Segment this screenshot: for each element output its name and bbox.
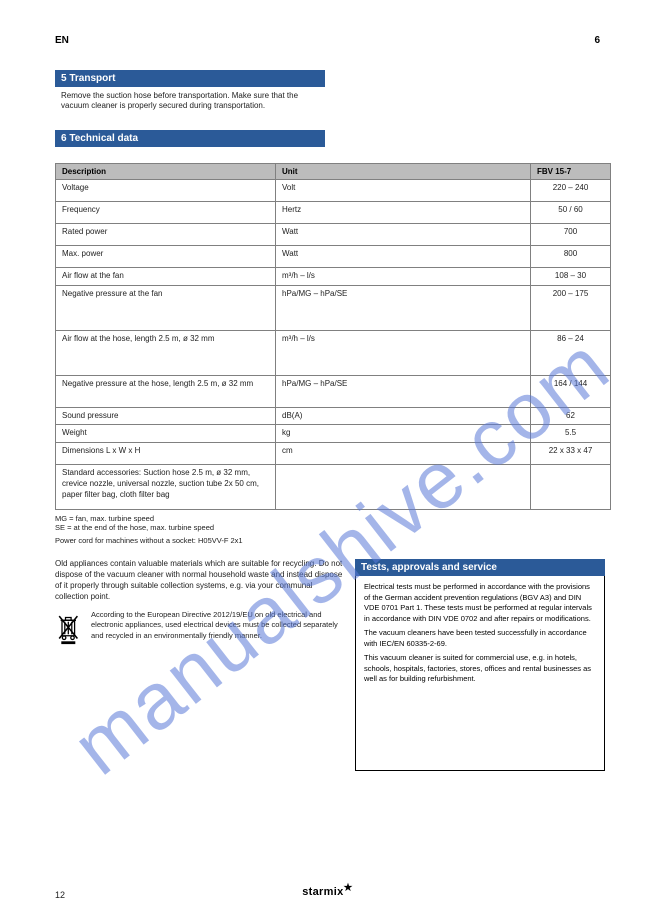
cell-description: Sound pressure	[56, 407, 276, 425]
weee-text: According to the European Directive 2012…	[91, 610, 345, 640]
page-content: EN 6 5 Transport Remove the suction hose…	[0, 0, 655, 771]
cell-value: 5.5	[531, 425, 611, 443]
page-number-bottom: 12	[55, 890, 65, 900]
cell-value: 86 – 24	[531, 330, 611, 375]
bottom-area: Old appliances contain valuable material…	[55, 559, 605, 771]
header-description: Description	[56, 163, 276, 179]
brand-logo: starmix★	[302, 886, 353, 898]
cell-description: Weight	[56, 425, 276, 443]
table-row: Air flow at the hose, length 2.5 m, ø 32…	[56, 330, 611, 375]
cell-description: Rated power	[56, 223, 276, 245]
mg-note: MG = fan, max. turbine speed	[55, 514, 605, 523]
table-row: FrequencyHertz50 / 60	[56, 201, 611, 223]
star-icon: ★	[343, 882, 352, 893]
cell-value: 108 – 30	[531, 267, 611, 285]
se-note: SE = at the end of the hose, max. turbin…	[55, 523, 605, 532]
table-row: Air flow at the fanm³/h – l/s108 – 30	[56, 267, 611, 285]
cell-value: 164 / 144	[531, 375, 611, 407]
cell-value: 62	[531, 407, 611, 425]
section-5-heading: 5 Transport	[55, 70, 325, 87]
table-row: Standard accessories: Suction hose 2.5 m…	[56, 465, 611, 510]
section-6-heading: 6 Technical data	[55, 130, 325, 147]
cell-description: Max. power	[56, 245, 276, 267]
cell-value: 50 / 60	[531, 201, 611, 223]
section-5-body: Remove the suction hose before transport…	[55, 87, 325, 122]
cell-unit: hPa/MG – hPa/SE	[276, 375, 531, 407]
cell-description: Frequency	[56, 201, 276, 223]
cell-unit	[276, 465, 531, 510]
disposal-section: Old appliances contain valuable material…	[55, 559, 345, 650]
table-row: VoltageVolt220 – 240	[56, 179, 611, 201]
tests-box: Tests, approvals and service Electrical …	[355, 559, 605, 771]
cell-unit: Volt	[276, 179, 531, 201]
cell-unit: Hertz	[276, 201, 531, 223]
section-6-sub	[55, 147, 325, 153]
cell-value: 700	[531, 223, 611, 245]
cell-unit: m³/h – l/s	[276, 267, 531, 285]
tests-body: Electrical tests must be performed in ac…	[355, 576, 605, 771]
cell-description: Dimensions L x W x H	[56, 443, 276, 465]
footer: starmix★	[0, 882, 655, 900]
cell-unit: Watt	[276, 245, 531, 267]
table-header-row: Description Unit FBV 15-7	[56, 163, 611, 179]
table-row: Sound pressuredB(A)62	[56, 407, 611, 425]
table-row: Negative pressure at the fanhPa/MG – hPa…	[56, 285, 611, 330]
cell-description: Negative pressure at the fan	[56, 285, 276, 330]
cell-description: Negative pressure at the hose, length 2.…	[56, 375, 276, 407]
language-label: EN	[55, 35, 69, 46]
cell-value: 220 – 240	[531, 179, 611, 201]
table-row: Negative pressure at the hose, length 2.…	[56, 375, 611, 407]
cell-unit: hPa/MG – hPa/SE	[276, 285, 531, 330]
header-model: FBV 15-7	[531, 163, 611, 179]
cell-unit: Watt	[276, 223, 531, 245]
cell-value: 22 x 33 x 47	[531, 443, 611, 465]
tests-para-2: The vacuum cleaners have been tested suc…	[364, 628, 596, 649]
cell-value: 200 – 175	[531, 285, 611, 330]
header-unit: Unit	[276, 163, 531, 179]
tests-para-3: This vacuum cleaner is suited for commer…	[364, 653, 596, 685]
cell-description: Air flow at the fan	[56, 267, 276, 285]
cell-description: Air flow at the hose, length 2.5 m, ø 32…	[56, 330, 276, 375]
cell-unit: dB(A)	[276, 407, 531, 425]
table-row: Max. powerWatt800	[56, 245, 611, 267]
disposal-text: Old appliances contain valuable material…	[55, 559, 345, 602]
table-row: Rated powerWatt700	[56, 223, 611, 245]
cell-description: Voltage	[56, 179, 276, 201]
cell-unit: m³/h – l/s	[276, 330, 531, 375]
cell-unit: kg	[276, 425, 531, 443]
cell-value	[531, 465, 611, 510]
cell-unit: cm	[276, 443, 531, 465]
tests-heading: Tests, approvals and service	[355, 559, 605, 576]
cell-value: 800	[531, 245, 611, 267]
cable-note: Power cord for machines without a socket…	[55, 536, 605, 545]
weee-block: According to the European Directive 2012…	[55, 610, 345, 650]
tests-para-1: Electrical tests must be performed in ac…	[364, 582, 596, 624]
weee-icon	[55, 610, 83, 650]
table-row: Weightkg5.5	[56, 425, 611, 443]
cell-description: Standard accessories: Suction hose 2.5 m…	[56, 465, 276, 510]
page-number-top: 6	[594, 35, 600, 46]
table-row: Dimensions L x W x Hcm22 x 33 x 47	[56, 443, 611, 465]
specs-table: Description Unit FBV 15-7 VoltageVolt220…	[55, 163, 611, 510]
